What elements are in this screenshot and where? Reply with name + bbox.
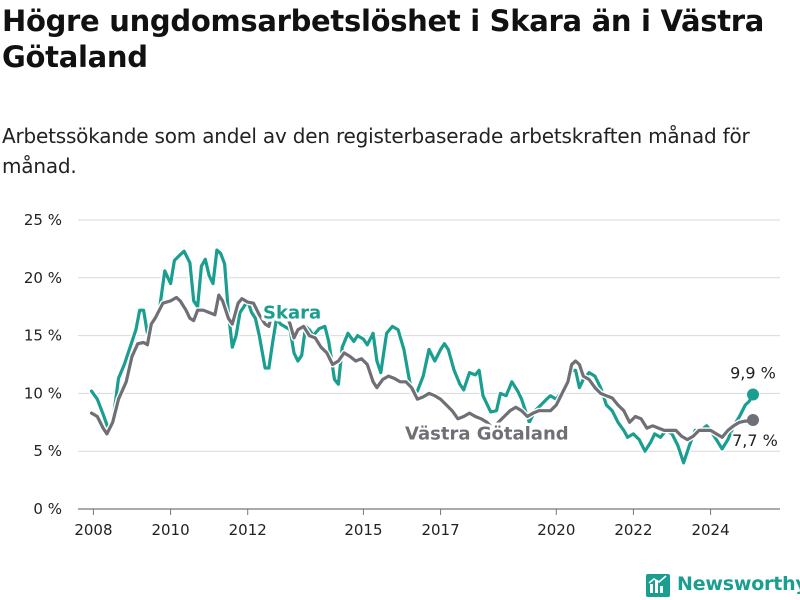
axis-labels: 0 % 5 % 10 % 15 % 20 % 25 % 2008 2010 2012 2015 20…	[24, 211, 730, 539]
series-end-marker	[747, 388, 759, 401]
series-lines	[89, 247, 759, 466]
x-tick-label: 2017	[421, 521, 459, 539]
end-value-label-halo: 7,7 %	[732, 431, 778, 450]
bar-chart-logo-icon	[646, 574, 670, 597]
x-tick-label: 2008	[74, 521, 112, 539]
x-tick-label: 2024	[691, 521, 729, 539]
end-value-label: 9,9 %	[730, 364, 776, 383]
chart-subtitle: Arbetssökande som andel av den registerb…	[2, 124, 750, 178]
x-tick-label: 2015	[344, 521, 382, 539]
y-tick-label: 5 %	[33, 442, 62, 460]
brand-name: Newsworthy	[677, 573, 800, 595]
y-tick-label: 10 %	[24, 384, 62, 402]
series-name-label: Skara	[263, 302, 321, 323]
end-value-label: 7,7 %	[732, 431, 778, 450]
y-tick-label: 25 %	[24, 211, 62, 229]
x-tick-label: 2010	[151, 521, 189, 539]
series-line-vastra-gotaland	[89, 293, 755, 442]
series-line-skara	[89, 248, 755, 465]
series-end-marker	[747, 413, 759, 426]
series-name-label-halo: Skara	[263, 302, 321, 323]
x-tick-label: 2022	[614, 521, 652, 539]
chart-title: Högre ungdomsarbetslöshet i Skara än i V…	[2, 4, 765, 74]
brand: Newsworthy	[646, 571, 800, 597]
x-tick-label: 2020	[537, 521, 575, 539]
series-name-label-halo: Västra Götaland	[405, 424, 569, 445]
x-tick-label: 2012	[229, 521, 267, 539]
y-tick-label: 15 %	[24, 327, 62, 345]
y-tick-label: 20 %	[24, 269, 62, 287]
end-value-label-halo: 9,9 %	[730, 364, 776, 383]
series-name-label: Västra Götaland	[405, 424, 569, 445]
y-tick-label: 0 %	[33, 500, 62, 518]
chart-grid	[78, 219, 780, 515]
